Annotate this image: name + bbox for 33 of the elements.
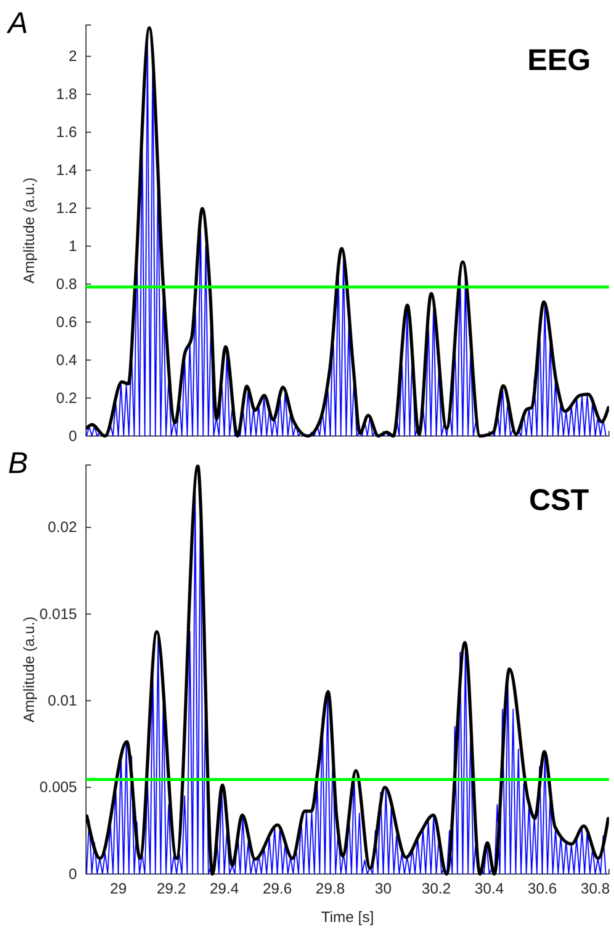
y-tick-label: 0.02 (48, 519, 77, 536)
y-tick-label: 2 (68, 48, 77, 66)
x-tick-label: 30 (374, 880, 392, 898)
y-tick-label: 0.8 (56, 276, 77, 293)
y-tick-label: 0.01 (48, 692, 77, 710)
x-tick-label: 29 (110, 880, 127, 898)
text: CST (529, 484, 589, 517)
text: A (6, 7, 28, 40)
x-tick-label: 29.8 (316, 880, 345, 898)
y-tick-label: 1.6 (56, 124, 77, 142)
y-tick-label: 1.4 (56, 162, 77, 180)
y-tick-label: 0.6 (56, 314, 77, 331)
text: B (8, 447, 28, 480)
x-axis-title: Time [s] (321, 909, 374, 926)
x-tick-label: 30.6 (528, 880, 557, 898)
y-axis-title: Amplitude (a.u.) (21, 616, 38, 722)
x-tick-label: 30.4 (474, 880, 504, 898)
x-tick-label: 29.4 (210, 880, 239, 898)
y-tick-label: 0.4 (56, 352, 77, 369)
x-tick-label: 29.6 (262, 880, 292, 898)
x-tick-label: 30.2 (422, 880, 451, 898)
y-tick-label: 0.015 (39, 606, 77, 623)
y-tick-label: 1 (68, 238, 77, 255)
y-tick-label: 1.8 (56, 86, 77, 104)
x-tick-label: 30.8 (580, 880, 610, 898)
y-tick-label: 0 (68, 428, 77, 445)
text: EEG (527, 44, 591, 77)
y-tick-label: 0.005 (39, 779, 77, 796)
y-tick-label: 1.2 (56, 200, 77, 217)
y-tick-label: 0.2 (56, 390, 77, 407)
y-tick-label: 0 (68, 866, 77, 883)
y-axis-title: Amplitude (a.u.) (21, 178, 38, 284)
x-tick-label: 29.2 (156, 880, 186, 898)
